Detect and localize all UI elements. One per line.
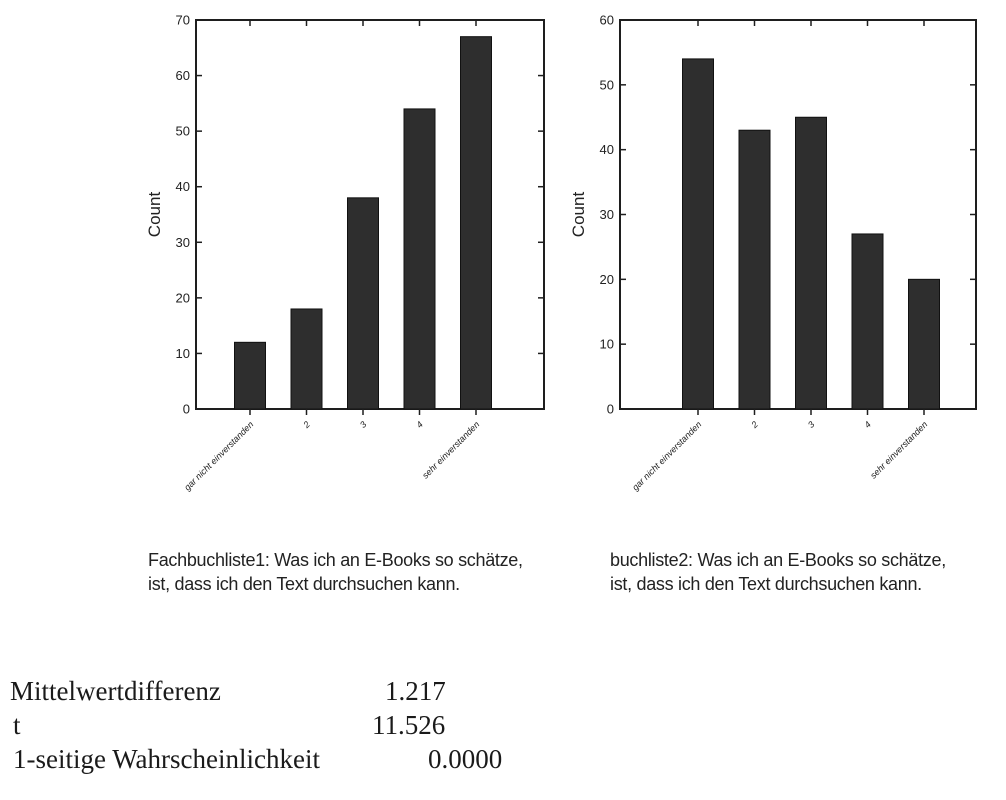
stat-row-mean-difference: Mittelwertdifferenz 1.217 <box>10 676 590 710</box>
y-tick-label: 30 <box>600 207 614 222</box>
chart-caption-2: buchliste2: Was ich an E-Books so schätz… <box>610 548 946 596</box>
bar-chart-buchliste2: 0 10 20 30 40 50 60 Count gar nicht einverstande… <box>569 13 977 493</box>
stat-value: 0.0000 <box>428 744 503 774</box>
y-tick-label: 60 <box>600 13 614 28</box>
y-tick-label: 20 <box>600 272 614 287</box>
caption-line-2: ist, dass ich den Text durchsuchen kann. <box>610 574 922 594</box>
y-tick-label: 20 <box>176 290 190 305</box>
bar <box>795 116 827 410</box>
y-tick-label: 70 <box>176 13 190 28</box>
stat-label: t <box>13 710 21 740</box>
bar <box>682 58 714 410</box>
y-tick-label: 0 <box>607 402 614 417</box>
bar <box>234 341 266 410</box>
y-tick-label: 60 <box>176 68 190 83</box>
x-tick-label: gar nicht einverstanden <box>630 419 703 492</box>
bar <box>851 233 884 410</box>
caption-line-1: buchliste2: Was ich an E-Books so schätz… <box>610 550 946 570</box>
x-tick-label: gar nicht einverstanden <box>182 419 255 492</box>
y-axis-title: Count <box>569 192 588 238</box>
x-tick-label: sehr einverstanden <box>868 419 929 480</box>
y-tick-label: 10 <box>600 337 614 352</box>
y-tick-label: 0 <box>183 402 190 417</box>
x-tick-label: 3 <box>806 419 817 430</box>
bar <box>738 129 771 410</box>
x-tick-label: 4 <box>862 419 873 430</box>
y-axis-title: Count <box>145 192 164 238</box>
stat-row-t: t 11.526 <box>10 710 590 744</box>
chart-caption-1: Fachbuchliste1: Was ich an E-Books so sc… <box>148 548 523 596</box>
x-tick-label: 2 <box>749 419 760 430</box>
x-tick-label: 4 <box>414 419 425 430</box>
bar <box>347 197 379 410</box>
y-tick-label: 10 <box>176 346 190 361</box>
x-tick-label: 2 <box>301 419 312 430</box>
y-tick-label: 50 <box>176 124 190 139</box>
stats-table: Mittelwertdifferenz 1.217 t 11.526 1-sei… <box>10 676 590 778</box>
stat-value: 1.217 <box>385 676 446 706</box>
stat-row-one-sided-probability: 1-seitige Wahrscheinlichkeit 0.0000 <box>10 744 590 778</box>
stat-value: 11.526 <box>372 710 446 740</box>
bar <box>908 278 940 410</box>
caption-line-2: ist, dass ich den Text durchsuchen kann. <box>148 574 460 594</box>
bar-chart-fachbuchliste1: 0 10 20 30 40 50 60 70 Count gar nicht einverstan… <box>145 13 545 493</box>
y-tick-label: 30 <box>176 235 190 250</box>
bar <box>403 108 436 410</box>
y-tick-label: 40 <box>176 179 190 194</box>
bar <box>460 36 492 410</box>
stat-label: 1-seitige Wahrscheinlichkeit <box>13 744 320 774</box>
stat-label: Mittelwertdifferenz <box>10 676 221 706</box>
bar <box>290 308 323 410</box>
y-tick-label: 50 <box>600 77 614 92</box>
y-tick-label: 40 <box>600 142 614 157</box>
x-tick-label: sehr einverstanden <box>420 419 481 480</box>
x-tick-label: 3 <box>358 419 369 430</box>
caption-line-1: Fachbuchliste1: Was ich an E-Books so sc… <box>148 550 523 570</box>
